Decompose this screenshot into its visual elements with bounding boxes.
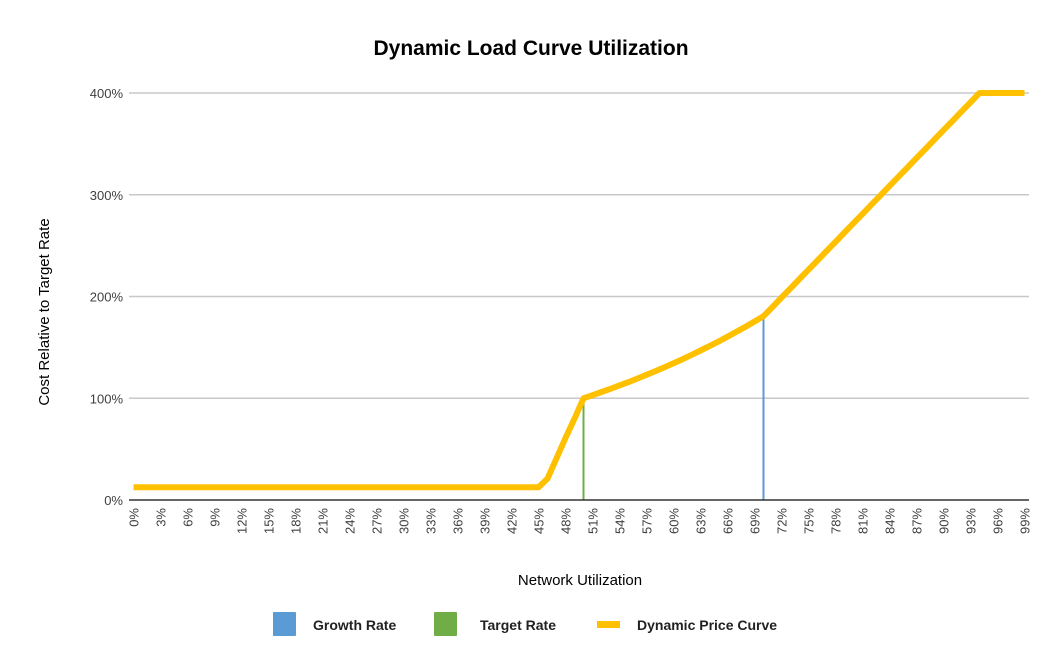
chart-title: Dynamic Load Curve Utilization [373, 37, 688, 60]
legend-label-dynamic-price-curve: Dynamic Price Curve [637, 617, 777, 633]
y-tick-label: 0% [104, 493, 123, 508]
x-tick-label: 87% [910, 508, 925, 534]
legend-item-dynamic-price-curve[interactable]: Dynamic Price Curve [597, 617, 777, 633]
legend: Growth Rate Target Rate Dynamic Price Cu… [273, 612, 777, 636]
x-tick-label: 60% [667, 508, 682, 534]
dynamic-price-curve-line [133, 90, 1025, 491]
x-tick-label: 45% [532, 508, 547, 534]
x-tick-label: 12% [235, 508, 250, 534]
x-tick-label: 63% [694, 508, 709, 534]
legend-label-growth-rate: Growth Rate [313, 617, 396, 633]
x-tick-labels: 0% 3% 6% 9% 12% 15% 18% 21% 24% 27% 30% 33% 36% 39% 42… [127, 508, 1033, 534]
x-tick-label: 3% [154, 508, 169, 527]
x-tick-label: 24% [343, 508, 358, 534]
bar-series [582, 316, 765, 500]
x-tick-label: 66% [721, 508, 736, 534]
x-tick-label: 78% [829, 508, 844, 534]
x-tick-label: 18% [289, 508, 304, 534]
legend-item-growth-rate[interactable]: Growth Rate [273, 612, 396, 636]
x-tick-label: 93% [964, 508, 979, 534]
x-tick-label: 9% [208, 508, 223, 527]
y-tick-label: 300% [90, 188, 124, 203]
legend-swatch-growth-rate [273, 612, 296, 636]
x-axis-label: Network Utilization [518, 572, 642, 589]
x-tick-label: 33% [424, 508, 439, 534]
x-tick-label: 57% [640, 508, 655, 534]
x-tick-label: 84% [883, 508, 898, 534]
x-tick-label: 6% [181, 508, 196, 527]
x-tick-label: 21% [316, 508, 331, 534]
y-tick-label: 100% [90, 391, 124, 406]
legend-label-target-rate: Target Rate [480, 617, 556, 633]
x-tick-label: 72% [775, 508, 790, 534]
legend-item-target-rate[interactable]: Target Rate [434, 612, 556, 636]
legend-swatch-dynamic-price-curve [597, 621, 620, 628]
legend-swatch-target-rate [434, 612, 457, 636]
x-tick-label: 51% [586, 508, 601, 534]
bar-growth-rate [762, 316, 765, 500]
x-tick-label: 39% [478, 508, 493, 534]
x-tick-label: 27% [370, 508, 385, 534]
x-tick-label: 42% [505, 508, 520, 534]
x-tick-label: 81% [856, 508, 871, 534]
y-tick-label: 200% [90, 290, 124, 305]
x-tick-label: 15% [262, 508, 277, 534]
x-tick-label: 75% [802, 508, 817, 534]
y-tick-label: 400% [90, 86, 124, 101]
x-tick-label: 30% [397, 508, 412, 534]
x-tick-label: 48% [559, 508, 574, 534]
x-tick-label: 0% [127, 508, 142, 527]
bar-target-rate [582, 398, 585, 500]
y-tick-labels: 0% 100% 200% 300% 400% [90, 86, 124, 508]
x-tick-label: 96% [991, 508, 1006, 534]
x-tick-label: 54% [613, 508, 628, 534]
gridlines [129, 92, 1029, 399]
y-axis-label: Cost Relative to Target Rate [36, 218, 53, 405]
x-tick-label: 90% [937, 508, 952, 534]
x-tick-label: 99% [1018, 508, 1033, 534]
x-tick-label: 69% [748, 508, 763, 534]
x-tick-label: 36% [451, 508, 466, 534]
